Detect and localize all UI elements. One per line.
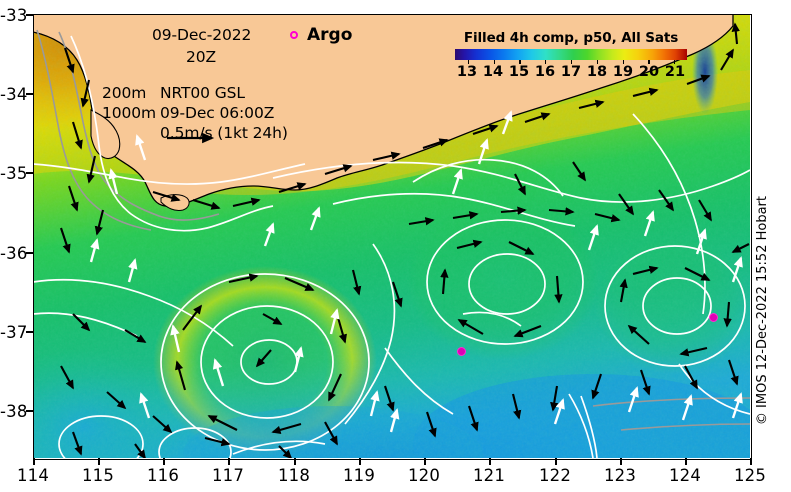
y-axis-label: -38 bbox=[0, 402, 28, 421]
x-axis-label: 116 bbox=[146, 466, 180, 485]
x-axis-label: 125 bbox=[733, 466, 767, 485]
y-axis-label: -36 bbox=[0, 244, 28, 263]
colorbar-tick: 21 bbox=[664, 64, 686, 80]
x-axis-label: 119 bbox=[342, 466, 376, 485]
x-axis-tick bbox=[620, 458, 622, 465]
colorbar-tick: 13 bbox=[456, 64, 478, 80]
argo-legend-label: Argo bbox=[307, 25, 353, 45]
x-axis-tick bbox=[424, 458, 426, 465]
colorbar-tick: 19 bbox=[612, 64, 634, 80]
colorbar-tick: 20 bbox=[638, 64, 660, 80]
x-axis-tick bbox=[555, 458, 557, 465]
x-axis-label: 114 bbox=[16, 466, 50, 485]
x-axis-label: 120 bbox=[407, 466, 441, 485]
y-axis-tick bbox=[26, 410, 33, 412]
colorbar-tick-labels: 13 14 15 16 17 18 19 20 21 bbox=[455, 64, 687, 80]
y-axis-tick bbox=[26, 331, 33, 333]
y-axis-tick bbox=[26, 93, 33, 95]
x-axis-tick bbox=[163, 458, 165, 465]
y-axis-label: -34 bbox=[0, 85, 28, 104]
y-axis-tick bbox=[26, 172, 33, 174]
argo-float-marker[interactable] bbox=[709, 313, 718, 322]
argo-marker-icon bbox=[290, 31, 298, 39]
x-axis-label: 115 bbox=[81, 466, 115, 485]
x-axis-tick bbox=[98, 458, 100, 465]
velocity-scale-arrow bbox=[167, 132, 215, 144]
x-axis-tick bbox=[750, 458, 752, 465]
y-axis-tick bbox=[26, 14, 33, 16]
x-axis-label: 124 bbox=[668, 466, 702, 485]
sst-map-plot[interactable] bbox=[33, 14, 750, 458]
argo-float-marker[interactable] bbox=[457, 347, 466, 356]
x-axis-label: 121 bbox=[472, 466, 506, 485]
time-annotation: 20Z bbox=[186, 48, 217, 66]
x-axis-tick bbox=[33, 458, 35, 465]
x-axis-label: 123 bbox=[603, 466, 637, 485]
velocity-vectors bbox=[60, 22, 750, 458]
x-axis-label: 118 bbox=[277, 466, 311, 485]
x-axis-tick bbox=[685, 458, 687, 465]
y-axis-tick bbox=[26, 252, 33, 254]
colorbar-tick: 15 bbox=[508, 64, 530, 80]
colorbar: Filled 4h comp, p50, All Sats 13 14 15 1… bbox=[455, 30, 687, 80]
x-axis-tick bbox=[228, 458, 230, 465]
x-axis-label: 122 bbox=[538, 466, 572, 485]
colorbar-tick: 14 bbox=[482, 64, 504, 80]
argo-legend: Argo bbox=[290, 25, 352, 45]
y-axis-label: -37 bbox=[0, 323, 28, 342]
product-time-label: 09-Dec 06:00Z bbox=[160, 104, 275, 122]
colorbar-tick: 16 bbox=[534, 64, 556, 80]
contour-overlay bbox=[33, 29, 750, 458]
x-axis-tick bbox=[489, 458, 491, 465]
y-axis-label: -35 bbox=[0, 164, 28, 183]
colorbar-gradient bbox=[455, 49, 687, 64]
bathy-200m-label: 200m bbox=[102, 84, 147, 102]
credit-text: © IMOS 12-Dec-2022 15:52 Hobart bbox=[755, 196, 770, 426]
bathy-1000m-label: 1000m bbox=[102, 104, 157, 122]
x-axis-label: 117 bbox=[211, 466, 245, 485]
x-axis-tick bbox=[294, 458, 296, 465]
product-label: NRT00 GSL bbox=[160, 84, 245, 102]
x-axis-tick bbox=[359, 458, 361, 465]
colorbar-tick: 17 bbox=[560, 64, 582, 80]
colorbar-tick: 18 bbox=[586, 64, 608, 80]
y-axis-label: -33 bbox=[0, 6, 28, 25]
colorbar-title: Filled 4h comp, p50, All Sats bbox=[463, 30, 679, 46]
date-annotation: 09-Dec-2022 bbox=[152, 26, 252, 44]
